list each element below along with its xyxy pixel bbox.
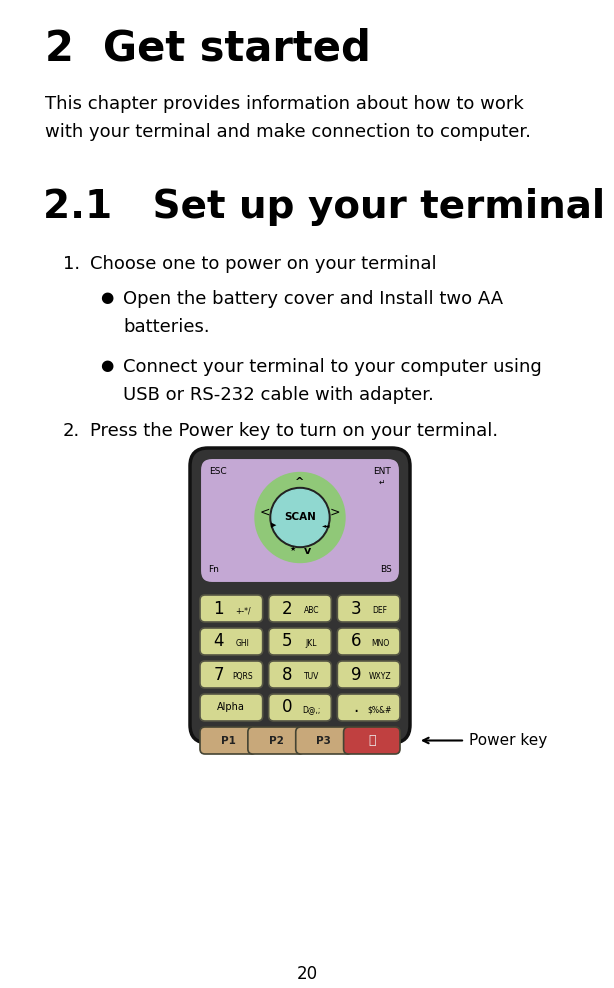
Circle shape	[270, 487, 330, 547]
Text: WXYZ: WXYZ	[368, 672, 391, 681]
Text: 0: 0	[282, 699, 293, 716]
Text: 5: 5	[282, 632, 293, 650]
FancyBboxPatch shape	[337, 661, 400, 688]
Text: <: <	[260, 506, 270, 519]
Text: ENT: ENT	[373, 467, 391, 476]
Text: ◄◄: ◄◄	[322, 523, 330, 528]
Text: D@,;: D@,;	[302, 705, 321, 714]
Text: ^: ^	[295, 477, 305, 487]
Text: 2.1   Set up your terminal: 2.1 Set up your terminal	[43, 188, 605, 226]
FancyBboxPatch shape	[337, 694, 400, 721]
Text: Open the battery cover and Install two AA: Open the battery cover and Install two A…	[123, 290, 503, 308]
Text: Power key: Power key	[469, 733, 547, 748]
Text: 1: 1	[214, 600, 224, 618]
FancyBboxPatch shape	[269, 694, 332, 721]
FancyBboxPatch shape	[200, 694, 263, 721]
FancyBboxPatch shape	[344, 727, 400, 754]
Text: 2: 2	[282, 600, 293, 618]
Text: $%&#: $%&#	[368, 705, 392, 714]
Text: Press the Power key to turn on your terminal.: Press the Power key to turn on your term…	[90, 422, 498, 440]
FancyBboxPatch shape	[269, 628, 332, 655]
FancyBboxPatch shape	[248, 727, 305, 754]
FancyBboxPatch shape	[200, 458, 400, 583]
Text: v: v	[303, 545, 311, 555]
Text: ▶: ▶	[271, 523, 277, 529]
Text: 6: 6	[351, 632, 362, 650]
Text: P2: P2	[269, 735, 284, 746]
Text: ⏻: ⏻	[368, 734, 376, 747]
Text: MNO: MNO	[371, 639, 389, 648]
FancyBboxPatch shape	[200, 727, 257, 754]
Text: Choose one to power on your terminal: Choose one to power on your terminal	[90, 255, 437, 273]
Text: DEF: DEF	[373, 606, 387, 615]
FancyBboxPatch shape	[269, 661, 332, 688]
FancyBboxPatch shape	[337, 628, 400, 655]
Text: TUV: TUV	[303, 672, 319, 681]
Text: 4: 4	[214, 632, 224, 650]
FancyBboxPatch shape	[296, 727, 352, 754]
Text: ESC: ESC	[209, 467, 227, 476]
Text: 1.: 1.	[63, 255, 80, 273]
Text: PQRS: PQRS	[232, 672, 253, 681]
Text: Fn: Fn	[209, 564, 219, 573]
Text: Alpha: Alpha	[217, 702, 245, 712]
Text: 2  Get started: 2 Get started	[45, 28, 371, 70]
FancyBboxPatch shape	[190, 448, 410, 743]
Text: This chapter provides information about how to work: This chapter provides information about …	[45, 95, 524, 113]
Text: 8: 8	[282, 666, 293, 684]
Text: 20: 20	[297, 965, 317, 983]
Text: +-*/: +-*/	[235, 606, 251, 615]
Text: batteries.: batteries.	[123, 318, 209, 336]
Circle shape	[272, 489, 328, 545]
Text: USB or RS-232 cable with adapter.: USB or RS-232 cable with adapter.	[123, 386, 434, 404]
Text: 3: 3	[351, 600, 362, 618]
Text: ★: ★	[290, 545, 296, 551]
Text: .: .	[354, 699, 359, 716]
FancyBboxPatch shape	[200, 628, 263, 655]
Text: 2.: 2.	[63, 422, 80, 440]
Text: with your terminal and make connection to computer.: with your terminal and make connection t…	[45, 123, 531, 141]
Text: >: >	[330, 506, 340, 519]
FancyBboxPatch shape	[269, 595, 332, 622]
Text: ●: ●	[100, 358, 113, 373]
Text: GHI: GHI	[236, 639, 249, 648]
Text: Connect your terminal to your computer using: Connect your terminal to your computer u…	[123, 358, 542, 376]
Text: ABC: ABC	[303, 606, 319, 615]
Text: JKL: JKL	[306, 639, 317, 648]
FancyBboxPatch shape	[200, 595, 263, 622]
FancyBboxPatch shape	[200, 661, 263, 688]
Circle shape	[255, 472, 345, 562]
Text: 9: 9	[351, 666, 362, 684]
Text: BS: BS	[380, 564, 392, 573]
Text: ↵: ↵	[379, 477, 385, 486]
Text: 7: 7	[214, 666, 224, 684]
FancyBboxPatch shape	[337, 595, 400, 622]
Text: P1: P1	[221, 735, 236, 746]
Text: ●: ●	[100, 290, 113, 305]
Text: P3: P3	[316, 735, 332, 746]
Text: SCAN: SCAN	[284, 513, 316, 523]
